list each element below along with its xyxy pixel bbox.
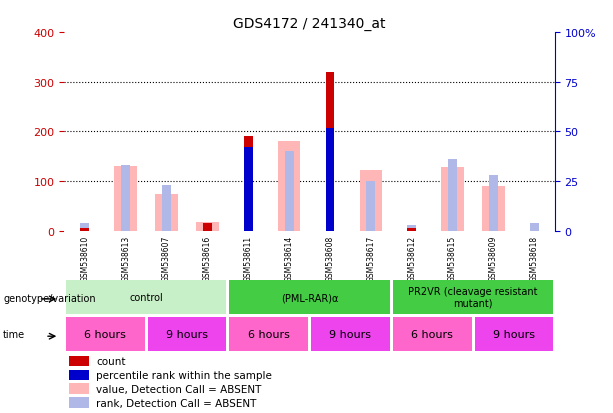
Text: GSM538612: GSM538612 xyxy=(407,235,416,281)
Bar xyxy=(441,168,464,231)
Text: PR2VR (cleavage resistant
mutant): PR2VR (cleavage resistant mutant) xyxy=(408,287,538,308)
Text: count: count xyxy=(96,356,126,366)
Bar xyxy=(115,167,137,231)
Bar xyxy=(407,229,416,231)
Bar xyxy=(311,318,390,351)
Bar xyxy=(80,229,89,231)
Text: GSM538608: GSM538608 xyxy=(326,235,335,281)
Text: GSM538614: GSM538614 xyxy=(284,235,294,281)
Text: GSM538616: GSM538616 xyxy=(203,235,212,281)
Bar xyxy=(244,148,253,231)
Text: 9 hours: 9 hours xyxy=(493,330,535,339)
Text: GSM538615: GSM538615 xyxy=(448,235,457,281)
Bar xyxy=(530,223,539,231)
Bar xyxy=(203,224,212,231)
Bar xyxy=(69,397,89,408)
Bar xyxy=(407,225,416,231)
Bar xyxy=(66,318,145,351)
Text: genotype/variation: genotype/variation xyxy=(3,293,96,303)
Bar xyxy=(489,176,498,231)
Bar xyxy=(148,318,226,351)
Text: GSM538607: GSM538607 xyxy=(162,235,171,281)
Bar xyxy=(229,318,308,351)
Text: 9 hours: 9 hours xyxy=(166,330,208,339)
Text: GSM538610: GSM538610 xyxy=(80,235,89,281)
Bar xyxy=(448,160,457,231)
Text: rank, Detection Call = ABSENT: rank, Detection Call = ABSENT xyxy=(96,398,257,408)
Text: 6 hours: 6 hours xyxy=(411,330,453,339)
Bar xyxy=(326,73,335,231)
Bar xyxy=(474,318,554,351)
Bar xyxy=(326,180,335,231)
Bar xyxy=(196,222,219,231)
Bar xyxy=(367,182,375,231)
Text: time: time xyxy=(3,330,25,339)
Text: control: control xyxy=(129,292,163,302)
Bar xyxy=(121,166,130,231)
Text: (PML-RAR)α: (PML-RAR)α xyxy=(281,292,338,302)
Bar xyxy=(284,152,294,231)
Bar xyxy=(393,318,471,351)
Bar xyxy=(80,223,89,231)
Bar xyxy=(66,280,226,314)
Bar xyxy=(393,280,554,314)
Bar xyxy=(155,194,178,231)
Text: value, Detection Call = ABSENT: value, Detection Call = ABSENT xyxy=(96,384,262,394)
Text: GSM538618: GSM538618 xyxy=(530,235,539,281)
Bar xyxy=(69,370,89,380)
Bar xyxy=(69,356,89,366)
Bar xyxy=(203,223,212,231)
Bar xyxy=(162,186,171,231)
Text: percentile rank within the sample: percentile rank within the sample xyxy=(96,370,272,380)
Title: GDS4172 / 241340_at: GDS4172 / 241340_at xyxy=(234,17,386,31)
Bar xyxy=(244,137,253,231)
Bar xyxy=(278,142,300,231)
Text: 6 hours: 6 hours xyxy=(248,330,289,339)
Text: 9 hours: 9 hours xyxy=(329,330,371,339)
Bar xyxy=(326,128,335,231)
Text: GSM538611: GSM538611 xyxy=(244,235,253,281)
Bar xyxy=(229,280,390,314)
Text: 6 hours: 6 hours xyxy=(85,330,126,339)
Text: GSM538613: GSM538613 xyxy=(121,235,130,281)
Bar xyxy=(69,384,89,394)
Bar xyxy=(360,171,382,231)
Text: GSM538609: GSM538609 xyxy=(489,235,498,281)
Bar xyxy=(482,187,504,231)
Text: GSM538617: GSM538617 xyxy=(367,235,375,281)
